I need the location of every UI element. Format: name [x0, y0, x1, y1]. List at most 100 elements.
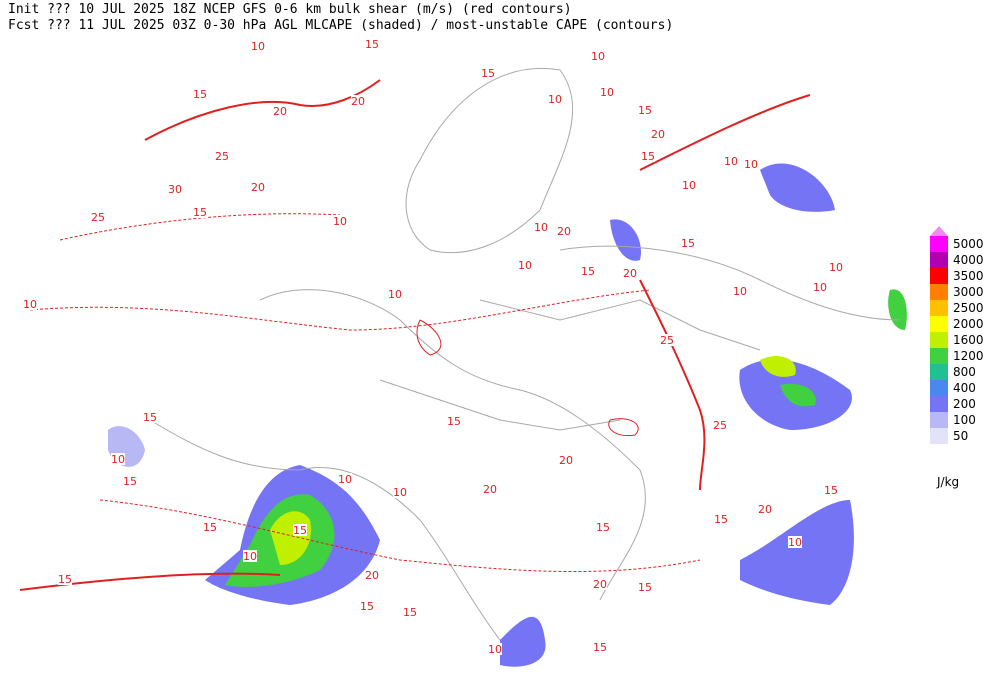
- coastline: [405, 68, 574, 254]
- border: [559, 245, 901, 321]
- label-bg: [338, 473, 352, 485]
- label-bg: [251, 181, 265, 193]
- contour-label: 15: [641, 150, 655, 163]
- contour-label: 10: [733, 285, 747, 298]
- cape-area: [888, 289, 907, 330]
- legend-swatch: [930, 428, 948, 444]
- contour-label: 15: [203, 521, 217, 534]
- cape-area: [740, 500, 854, 605]
- label-bg: [483, 483, 497, 495]
- legend-label: 3500: [953, 269, 984, 283]
- contour: [416, 319, 442, 356]
- label-bg: [251, 40, 265, 52]
- label-bg: [714, 513, 728, 525]
- contour-label: 15: [293, 524, 307, 537]
- cape-shading: [108, 163, 907, 667]
- label-bg: [488, 643, 502, 655]
- label-bg: [744, 158, 758, 170]
- label-bg: [388, 288, 402, 300]
- label-bg: [91, 211, 105, 223]
- label-bg: [360, 600, 374, 612]
- legend-label: 100: [953, 413, 976, 427]
- legend-label: 2000: [953, 317, 984, 331]
- label-bg: [518, 259, 532, 271]
- contour-label: 15: [447, 415, 461, 428]
- legend-label: 1200: [953, 349, 984, 363]
- contour-label: 20: [365, 569, 379, 582]
- contour-label: 15: [638, 581, 652, 594]
- legend-swatch: [930, 332, 948, 348]
- label-bg: [638, 104, 652, 116]
- contour: [29, 289, 651, 331]
- legend-arrow: [930, 226, 948, 236]
- label-bg: [403, 606, 417, 618]
- contour: [144, 79, 381, 141]
- contour-label: 10: [600, 86, 614, 99]
- contour-label: 10: [338, 473, 352, 486]
- legend-swatch: [930, 412, 948, 428]
- contour-label: 15: [193, 88, 207, 101]
- header-line: Init ??? 10 JUL 2025 18Z NCEP GFS 0-6 km…: [8, 2, 572, 17]
- label-bg: [203, 521, 217, 533]
- contour-label: 10: [548, 93, 562, 106]
- contour-label: 10: [682, 179, 696, 192]
- cape-area: [780, 383, 816, 407]
- cape-area: [610, 219, 641, 261]
- label-bg: [600, 86, 614, 98]
- label-bg: [682, 179, 696, 191]
- label-bg: [548, 93, 562, 105]
- label-bg: [273, 105, 287, 117]
- label-bg: [351, 95, 365, 107]
- contour-label: 10: [23, 298, 37, 311]
- label-bg: [758, 503, 772, 515]
- label-bg: [557, 225, 571, 237]
- contour-label: 10: [518, 259, 532, 272]
- contour-label: 20: [651, 128, 665, 141]
- contour-label: 10: [388, 288, 402, 301]
- contour-label: 15: [638, 104, 652, 117]
- legend-label: 50: [953, 429, 968, 443]
- legend-label: 2500: [953, 301, 984, 315]
- contour-label: 20: [559, 454, 573, 467]
- contour-label: 15: [596, 521, 610, 534]
- border: [479, 299, 761, 351]
- label-bg: [215, 150, 229, 162]
- contour-label: 15: [403, 606, 417, 619]
- label-bg: [660, 334, 674, 346]
- label-bg: [638, 581, 652, 593]
- contour-label: 10: [591, 50, 605, 63]
- coastline: [259, 289, 646, 601]
- contour: [59, 213, 341, 241]
- contour-label: 10: [251, 40, 265, 53]
- contour-label: 30: [168, 183, 182, 196]
- contour-label: 15: [593, 641, 607, 654]
- label-bg: [596, 521, 610, 533]
- legend-label: 400: [953, 381, 976, 395]
- contour: [99, 499, 701, 573]
- label-bg: [111, 453, 125, 465]
- label-bg: [393, 486, 407, 498]
- contour-label: 15: [481, 67, 495, 80]
- legend-label: 1600: [953, 333, 984, 347]
- cape-area: [760, 355, 796, 377]
- contour: [19, 572, 281, 591]
- contour-label: 15: [360, 600, 374, 613]
- contour-label: 25: [91, 211, 105, 224]
- coastline: [149, 419, 501, 641]
- label-bg: [593, 578, 607, 590]
- label-bg: [824, 484, 838, 496]
- label-bg: [481, 67, 495, 79]
- label-bg: [193, 206, 207, 218]
- contour-label: 15: [714, 513, 728, 526]
- label-bg: [651, 128, 665, 140]
- contour-label: 10: [744, 158, 758, 171]
- contour-label: 20: [251, 181, 265, 194]
- contour-label: 15: [193, 206, 207, 219]
- label-bg: [333, 215, 347, 227]
- label-bg: [365, 38, 379, 50]
- contour-label: 10: [333, 215, 347, 228]
- label-bg: [365, 569, 379, 581]
- label-bg: [243, 550, 257, 562]
- contour: [608, 418, 639, 437]
